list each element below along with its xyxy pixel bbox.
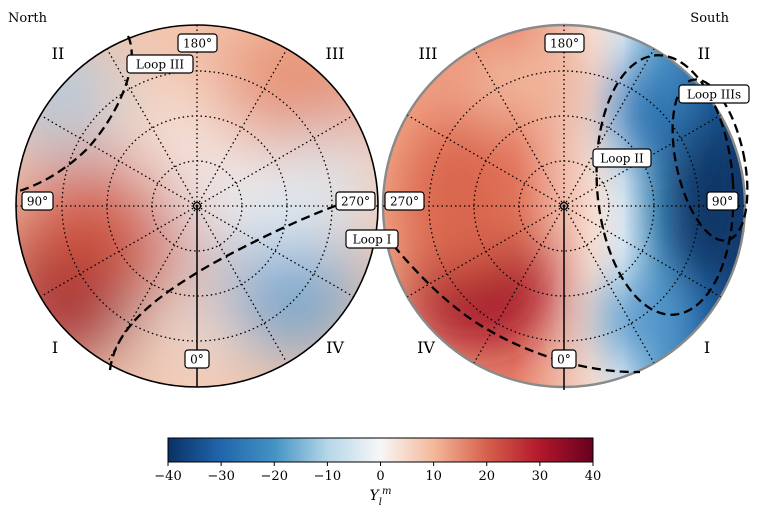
north-lon-label-180: 180° [177,33,218,53]
colorbar-gradient [167,437,594,463]
south-lon-label-0: 0° [551,349,577,369]
south-quadrant-iii: III [419,44,438,63]
svg-text:Loop II: Loop II [600,152,644,166]
south-lon-label-180: 180° [544,33,585,53]
north-quadrant-iii: III [326,44,345,63]
south-loop-iiis-label: Loop IIIs [678,84,750,104]
north-lon-label-90: 90° [21,191,54,211]
north-loop-i-curve [108,191,376,371]
colorbar-tick-label: −10 [314,469,341,484]
svg-text:90°: 90° [27,195,48,209]
colorbar-tick-label: 0 [376,469,384,484]
colorbar-tick-label: 30 [532,469,549,484]
colorbar: −40 −30 −20 −10 0 10 20 30 40 Ylm [154,437,601,508]
svg-text:Loop III: Loop III [136,58,184,72]
south-panel-title: South [690,11,729,26]
colorbar-ticks: −40 −30 −20 −10 0 10 20 30 40 [154,462,601,484]
south-loop-iiis-ellipse [671,78,749,242]
colorbar-label: Ylm [370,486,392,508]
north-quadrant-iv: IV [326,338,344,357]
colorbar-tick-label: 10 [425,469,442,484]
south-loop-ii-label: Loop II [592,148,652,168]
south-quadrant-ii: II [698,44,711,63]
south-lon-label-90: 90° [706,191,739,211]
svg-text:270°: 270° [390,195,419,209]
svg-text:180°: 180° [183,37,212,51]
colorbar-tick-label: −30 [207,469,234,484]
colorbar-tick-label: −40 [154,469,181,484]
south-loop-ii-ellipse [595,54,735,316]
svg-text:0°: 0° [557,353,571,367]
north-lon-label-270: 270° [335,191,376,211]
north-pole-marker [192,201,202,211]
south-quadrant-i: I [704,338,710,357]
north-loop-iii-curve [15,35,133,194]
south-quadrant-iv: IV [417,338,435,357]
svg-text:0°: 0° [190,353,204,367]
svg-text:Loop IIIs: Loop IIIs [687,88,741,102]
colorbar-tick-label: 20 [478,469,495,484]
south-lon-label-270: 270° [384,191,425,211]
north-lon-label-0: 0° [184,349,210,369]
svg-text:180°: 180° [550,37,579,51]
north-panel-title: North [8,11,48,26]
north-map [15,24,379,388]
north-quadrant-i: I [52,338,58,357]
colorbar-tick-label: 40 [585,469,602,484]
colorbar-tick-label: −20 [261,469,288,484]
loop-i-label: Loop I [345,229,399,249]
svg-text:90°: 90° [712,195,733,209]
svg-text:270°: 270° [341,195,370,209]
svg-text:Loop I: Loop I [353,233,392,247]
north-loop-iii-label: Loop III [126,54,194,74]
south-pole-marker [559,201,569,211]
north-quadrant-ii: II [52,44,65,63]
south-loop-i-curve [384,234,641,374]
